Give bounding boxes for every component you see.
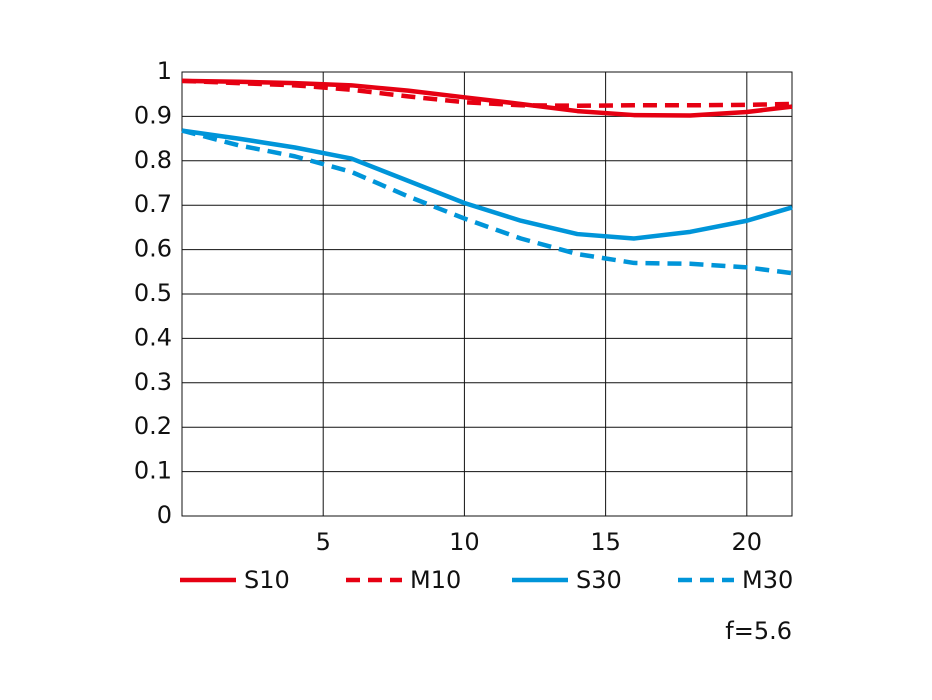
series-line — [181, 128, 793, 241]
legend-label: M30 — [742, 566, 793, 594]
legend-label: M10 — [410, 566, 461, 594]
series-line — [181, 78, 793, 108]
legend-label: S10 — [244, 566, 290, 594]
y-tick-label: 0.4 — [134, 323, 172, 351]
series-line — [181, 78, 793, 118]
y-tick-label: 0.9 — [134, 101, 172, 129]
legend-label: S30 — [576, 566, 622, 594]
y-tick-label: 0.8 — [134, 146, 172, 174]
y-tick-label: 1 — [157, 57, 172, 85]
x-tick-label: 20 — [732, 528, 763, 556]
x-tick-label: 5 — [316, 528, 331, 556]
y-tick-label: 0.2 — [134, 412, 172, 440]
series-line — [181, 128, 793, 276]
y-tick-label: 0.7 — [134, 190, 172, 218]
annotation: f=5.6 — [725, 617, 792, 645]
y-tick-label: 0 — [157, 501, 172, 529]
y-tick-label: 0.3 — [134, 368, 172, 396]
x-tick-label: 15 — [590, 528, 621, 556]
y-tick-label: 0.6 — [134, 235, 172, 263]
y-tick-label: 0.1 — [134, 457, 172, 485]
y-tick-label: 0.5 — [134, 279, 172, 307]
x-tick-label: 10 — [449, 528, 480, 556]
